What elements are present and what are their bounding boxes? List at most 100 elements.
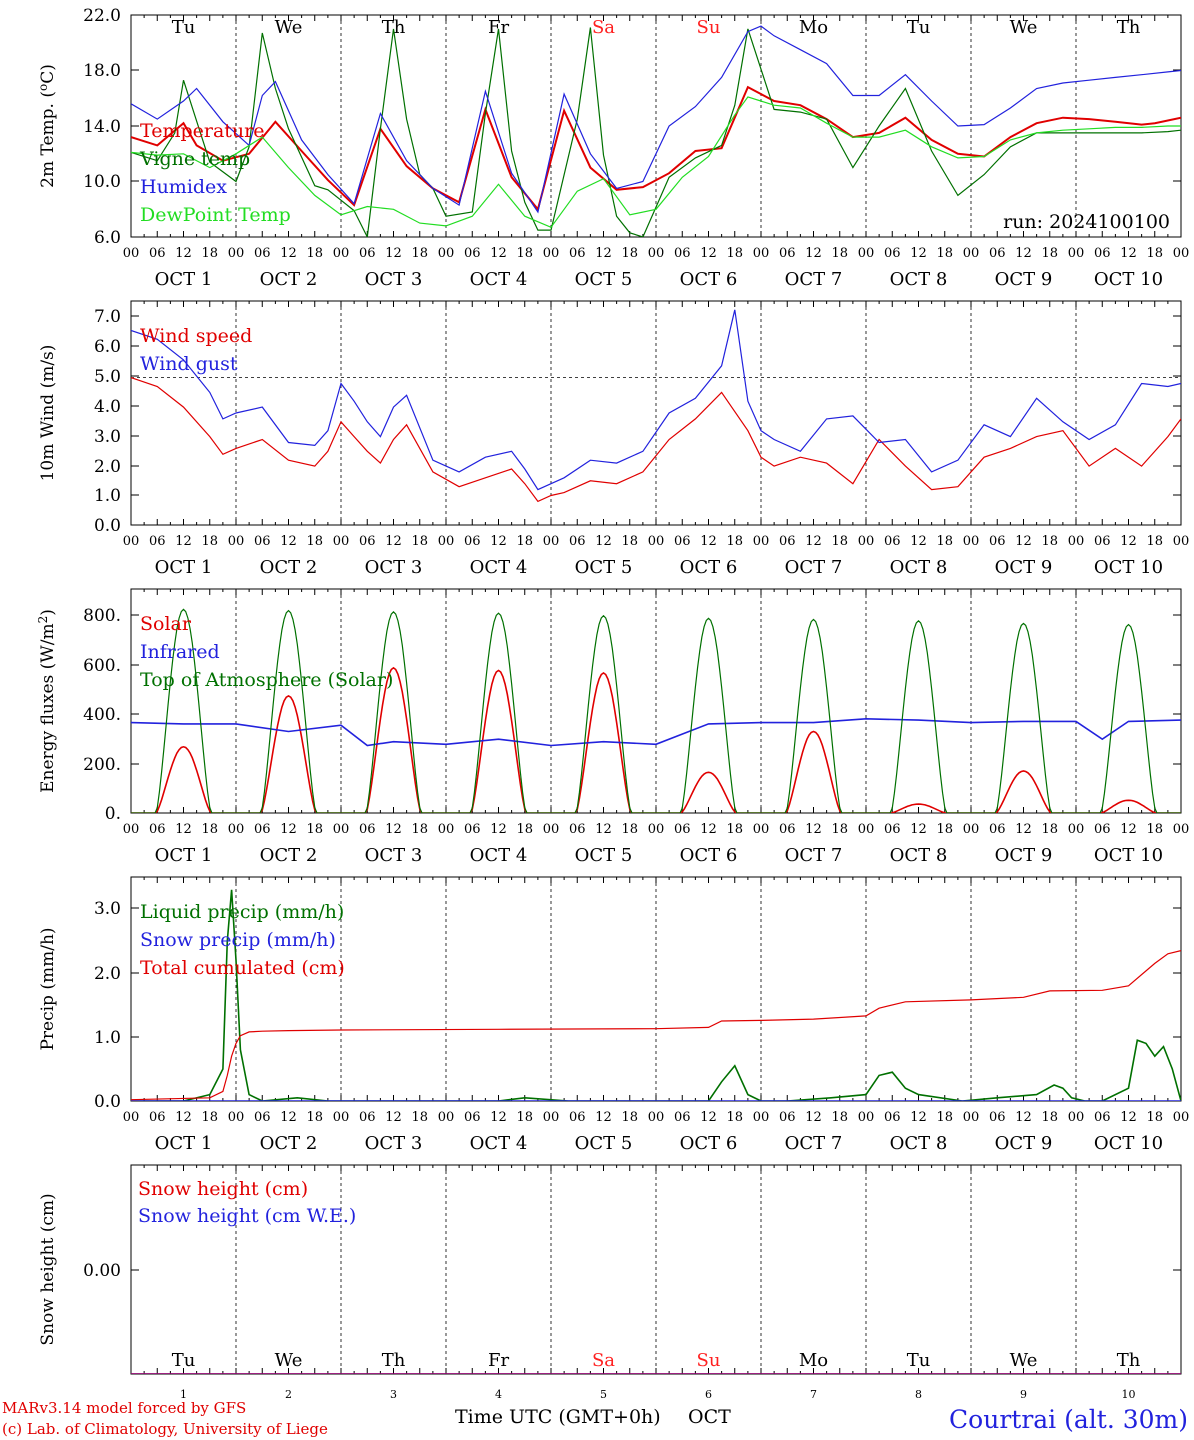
x-axis-label: Time UTC (GMT+0h)	[455, 1406, 661, 1428]
legend-entry: Snow height (cm)	[138, 1178, 308, 1200]
date-label: OCT 9	[995, 557, 1053, 578]
hour-tick-label: 12	[280, 822, 297, 837]
date-label: OCT 8	[890, 845, 948, 866]
y-axis-label: Precip (mm/h)	[38, 927, 58, 1050]
hour-tick-label: 12	[595, 534, 612, 549]
date-label: OCT 3	[365, 557, 423, 578]
date-label: OCT 2	[260, 269, 318, 290]
hour-tick-label: 12	[385, 1110, 402, 1125]
hour-tick-label: 00	[648, 1110, 665, 1125]
panel-2: 7.0 6.0 5.0 4.0 3.0 2.0 1.0 0.0 10m Wind (m/s) 00…	[38, 300, 1189, 578]
day-number-label: 10	[1122, 1388, 1136, 1401]
hour-tick-label: 06	[1094, 246, 1111, 261]
hour-tick-label: 18	[516, 1110, 533, 1125]
hour-tick-label: 12	[805, 822, 822, 837]
hour-tick-label: 18	[936, 822, 953, 837]
series-line-total-cumulated-cm-	[131, 950, 1181, 1101]
hour-tick-label: 06	[569, 534, 586, 549]
hour-tick-label: 12	[1015, 534, 1032, 549]
hour-tick-label: 18	[411, 822, 428, 837]
hour-tick-label: 18	[831, 534, 848, 549]
day-number-label: 8	[915, 1388, 922, 1401]
hour-tick-label: 00	[1173, 822, 1190, 837]
hour-tick-label: 18	[411, 246, 428, 261]
hour-tick-label: 06	[464, 534, 481, 549]
hour-tick-label: 06	[884, 1110, 901, 1125]
date-label: OCT 4	[470, 845, 528, 866]
hour-tick-label: 06	[989, 1110, 1006, 1125]
y-tick-label: 600.	[83, 656, 121, 676]
y-tick-label: 800.	[83, 606, 121, 626]
series-line-solar	[131, 666, 1181, 813]
day-of-week-label: We	[275, 17, 303, 38]
hour-tick-label: 12	[595, 1110, 612, 1125]
date-label: OCT 2	[260, 1133, 318, 1154]
hour-tick-label: 00	[438, 246, 455, 261]
hour-tick-label: 00	[753, 246, 770, 261]
hour-tick-label: 18	[831, 1110, 848, 1125]
hour-tick-label: 06	[779, 1110, 796, 1125]
hour-tick-label: 06	[1094, 534, 1111, 549]
series-group	[131, 25, 1181, 237]
hour-tick-label: 18	[306, 822, 323, 837]
hour-tick-label: 12	[700, 1110, 717, 1125]
date-label: OCT 1	[155, 1133, 213, 1154]
day-number-label: 2	[285, 1388, 292, 1401]
day-of-week-label: Tu	[907, 1350, 931, 1371]
series-line-liquid-precip-mm-h-	[131, 889, 1181, 1101]
hour-tick-label: 06	[149, 246, 166, 261]
date-label: OCT 10	[1094, 557, 1163, 578]
hour-tick-label: 12	[490, 246, 507, 261]
hour-tick-label: 12	[1015, 822, 1032, 837]
hour-tick-label: 18	[831, 246, 848, 261]
hour-tick-label: 00	[543, 822, 560, 837]
y-tick-label: 3.0	[94, 899, 121, 919]
hour-tick-label: 12	[385, 822, 402, 837]
hour-tick-label: 06	[359, 246, 376, 261]
date-label: OCT 3	[365, 845, 423, 866]
date-label: OCT 9	[995, 845, 1053, 866]
hour-tick-label: 12	[385, 246, 402, 261]
hour-tick-label: 18	[726, 246, 743, 261]
hour-tick-label: 12	[910, 822, 927, 837]
hour-tick-label: 12	[1015, 246, 1032, 261]
hour-tick-label: 18	[306, 1110, 323, 1125]
hour-tick-label: 06	[989, 822, 1006, 837]
series-line-infrared	[131, 717, 1181, 747]
legend-entry: Top of Atmosphere (Solar)	[140, 669, 393, 691]
hour-tick-label: 00	[333, 534, 350, 549]
run-label: run: 2024100100	[1003, 211, 1170, 233]
hour-tick-label: 12	[805, 246, 822, 261]
hour-tick-label: 18	[516, 246, 533, 261]
hour-tick-label: 00	[858, 1110, 875, 1125]
hour-tick-label: 18	[936, 1110, 953, 1125]
hour-tick-label: 00	[1068, 534, 1085, 549]
hour-tick-label: 18	[1041, 246, 1058, 261]
hour-tick-label: 06	[149, 1110, 166, 1125]
date-label: OCT 4	[470, 1133, 528, 1154]
hour-tick-label: 00	[753, 534, 770, 549]
hour-tick-label: 06	[149, 822, 166, 837]
day-of-week-label: Mo	[799, 17, 828, 38]
date-label: OCT 10	[1094, 845, 1163, 866]
legend-entry: Wind gust	[140, 353, 238, 375]
day-number-label: 6	[705, 1388, 712, 1401]
hour-tick-label: 12	[280, 534, 297, 549]
y-axis-label: 10m Wind (m/s)	[38, 345, 58, 482]
hour-tick-label: 00	[123, 1110, 140, 1125]
hour-tick-label: 00	[648, 534, 665, 549]
y-tick-label: 10.0	[83, 172, 121, 192]
hour-tick-label: 00	[438, 534, 455, 549]
date-label: OCT 9	[995, 269, 1053, 290]
day-of-week-label: Tu	[907, 17, 931, 38]
day-number-label: 7	[810, 1388, 817, 1401]
hour-tick-label: 06	[569, 246, 586, 261]
hour-tick-label: 00	[123, 246, 140, 261]
day-of-week-label: Fr	[488, 17, 509, 38]
hour-tick-label: 18	[726, 822, 743, 837]
date-label: OCT 7	[785, 845, 843, 866]
date-label: OCT 1	[155, 269, 213, 290]
date-label: OCT 5	[575, 1133, 633, 1154]
hour-tick-label: 06	[359, 822, 376, 837]
